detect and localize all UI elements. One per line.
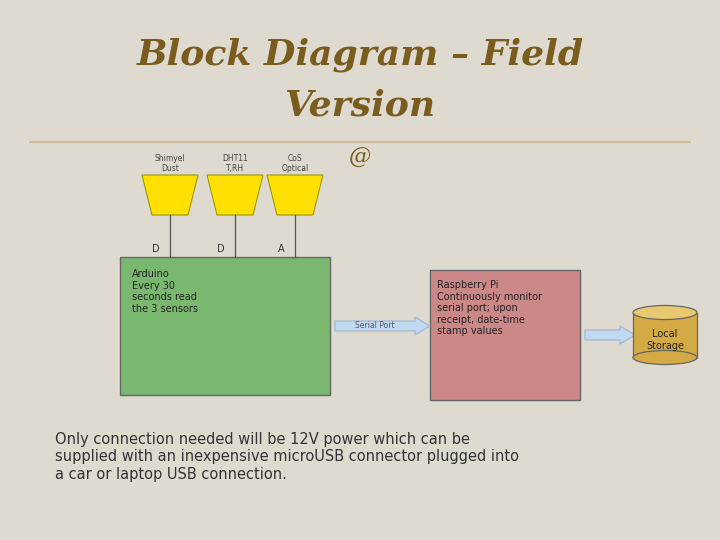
Text: Raspberry Pi
Continuously monitor
serial port; upon
receipt, date-time
stamp val: Raspberry Pi Continuously monitor serial… xyxy=(437,280,542,336)
Text: DHT11
T,RH: DHT11 T,RH xyxy=(222,153,248,173)
Ellipse shape xyxy=(633,350,697,365)
Text: Block Diagram – Field: Block Diagram – Field xyxy=(136,38,584,72)
Bar xyxy=(120,257,330,395)
Text: D: D xyxy=(152,244,160,254)
Polygon shape xyxy=(207,175,263,215)
Text: Serial Port: Serial Port xyxy=(355,321,395,329)
FancyArrow shape xyxy=(585,326,635,344)
Bar xyxy=(633,313,697,357)
Text: Version: Version xyxy=(284,88,436,122)
Ellipse shape xyxy=(633,306,697,320)
Text: Only connection needed will be 12V power which can be
supplied with an inexpensi: Only connection needed will be 12V power… xyxy=(55,432,519,482)
Text: @: @ xyxy=(349,147,371,169)
Text: D: D xyxy=(217,244,225,254)
Text: CoS
Optical: CoS Optical xyxy=(282,153,309,173)
Polygon shape xyxy=(267,175,323,215)
Polygon shape xyxy=(142,175,198,215)
Text: A: A xyxy=(278,244,284,254)
FancyArrow shape xyxy=(335,317,430,335)
Text: Local
Storage: Local Storage xyxy=(646,329,684,351)
Text: Shimyel
Dust: Shimyel Dust xyxy=(155,153,185,173)
Bar xyxy=(430,270,580,400)
Text: Arduino
Every 30
seconds read
the 3 sensors: Arduino Every 30 seconds read the 3 sens… xyxy=(132,269,198,314)
